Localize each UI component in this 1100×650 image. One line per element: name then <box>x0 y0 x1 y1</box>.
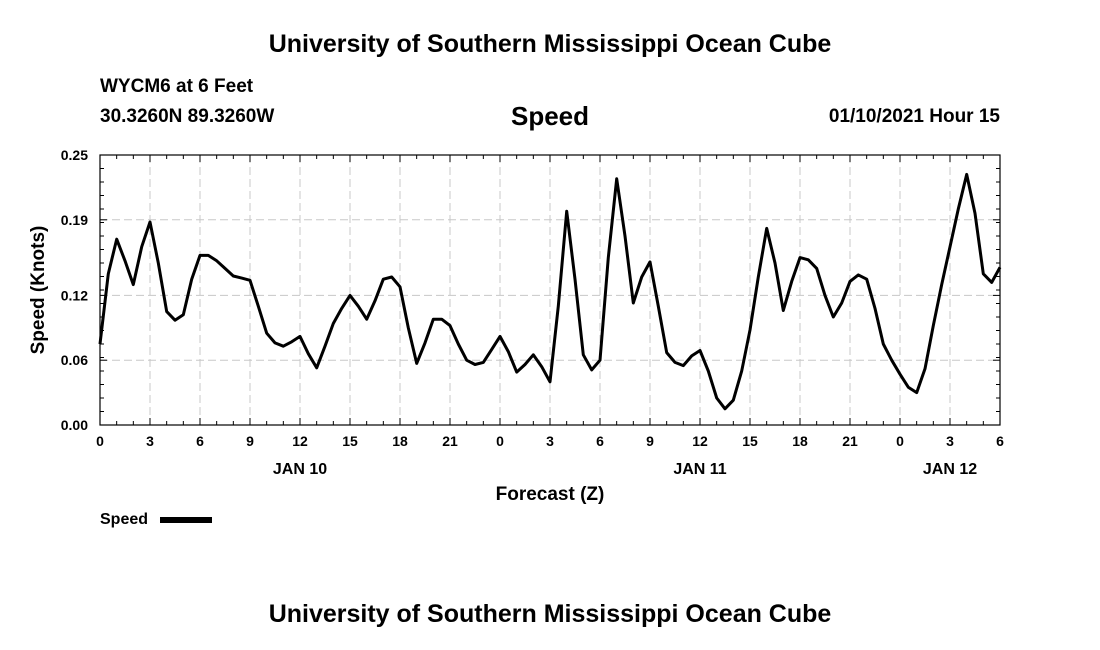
date-label: JAN 11 <box>673 461 726 478</box>
y-tick-label: 0.12 <box>61 287 88 303</box>
x-axis-title: Forecast (Z) <box>496 484 605 505</box>
x-tick-label: 3 <box>546 433 554 449</box>
y-tick-label: 0.25 <box>61 147 88 163</box>
x-tick-label: 21 <box>442 433 458 449</box>
x-tick-label: 9 <box>246 433 254 449</box>
plot-frame <box>99 154 1001 426</box>
x-tick-label: 15 <box>342 433 358 449</box>
series <box>98 172 1002 411</box>
x-tick-label: 3 <box>146 433 154 449</box>
coordinates-label: 30.3260N 89.3260W <box>100 106 275 127</box>
date-label: JAN 10 <box>273 461 327 478</box>
y-axis-title: Speed (Knots) <box>28 226 49 355</box>
footer-title: University of Southern Mississippi Ocean… <box>268 600 832 628</box>
x-tick-label: 0 <box>96 433 104 449</box>
y-tick-label: 0.19 <box>61 212 88 228</box>
series-line-speed <box>98 172 1002 411</box>
legend: Speed <box>100 511 212 528</box>
axis-labels: 0 3 6 9 12 15 18 21 0 3 6 9 12 15 18 21 0 3 6 0.00 0.06 0.12 0… <box>28 147 1004 505</box>
x-tick-label: 6 <box>196 433 204 449</box>
date-label: JAN 12 <box>923 461 977 478</box>
x-tick-label: 12 <box>292 433 308 449</box>
x-tick-label: 21 <box>842 433 858 449</box>
chart-title: Speed <box>510 101 590 131</box>
station-label: WYCM6 at 6 Feet <box>100 76 254 97</box>
x-tick-label: 6 <box>996 433 1004 449</box>
x-tick-label: 18 <box>792 433 808 449</box>
page-title: University of Southern Mississippi Ocean… <box>268 30 832 58</box>
x-tick-label: 0 <box>496 433 504 449</box>
legend-label: Speed <box>100 511 148 528</box>
x-tick-label: 0 <box>896 433 904 449</box>
y-tick-label: 0.06 <box>61 352 88 368</box>
y-tick-label: 0.00 <box>61 417 88 433</box>
grid <box>100 155 1000 425</box>
x-tick-label: 9 <box>646 433 654 449</box>
x-tick-label: 12 <box>692 433 708 449</box>
forecast-datetime: 01/10/2021 Hour 15 <box>828 106 1000 127</box>
x-tick-label: 15 <box>742 433 758 449</box>
x-tick-label: 3 <box>946 433 954 449</box>
x-tick-label: 6 <box>596 433 604 449</box>
x-tick-label: 18 <box>392 433 408 449</box>
axes <box>99 154 1001 426</box>
